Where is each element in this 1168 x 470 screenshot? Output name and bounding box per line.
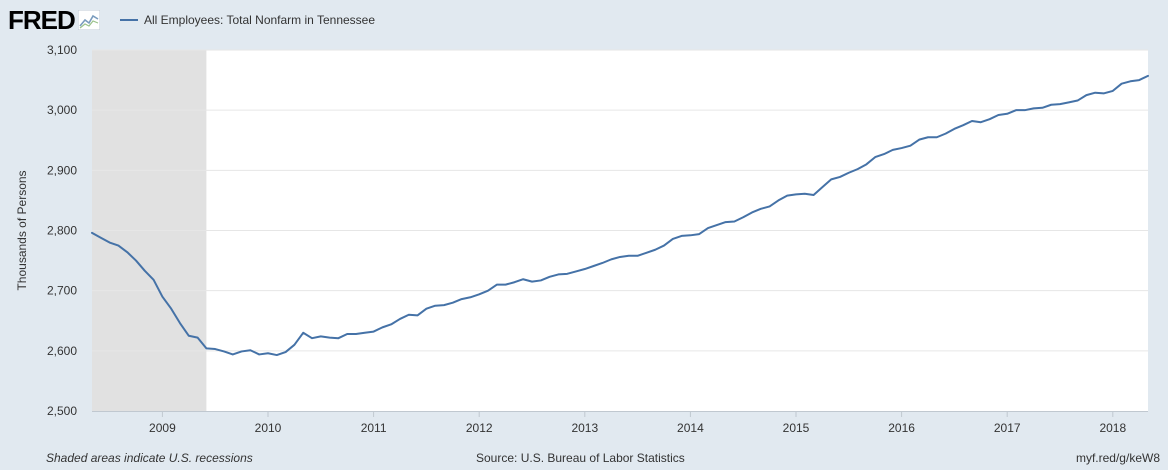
fred-logo-text: FRED: [8, 5, 76, 35]
x-tick-label: 2016: [888, 421, 915, 435]
x-tick-label: 2009: [149, 421, 176, 435]
recession-note: Shaded areas indicate U.S. recessions: [46, 451, 253, 465]
y-axis-label: Thousands of Persons: [15, 170, 29, 290]
y-tick-label: 3,100: [47, 43, 77, 57]
short-link[interactable]: myf.red/g/keW8: [1075, 451, 1160, 465]
x-axis: 2009 2010 2011 2012 2013 2014 2015 2016 2017 2018: [92, 411, 1148, 435]
x-tick-label: 2011: [361, 421, 387, 435]
x-tick-label: 2017: [994, 421, 1021, 435]
x-tick-label: 2018: [1099, 421, 1126, 435]
x-tick-label: 2015: [783, 421, 810, 435]
y-tick-label: 3,000: [47, 103, 77, 117]
x-tick-label: 2013: [571, 421, 598, 435]
legend-label: All Employees: Total Nonfarm in Tennesse…: [144, 13, 376, 27]
legend-swatch: [120, 19, 138, 21]
x-tick-label: 2010: [255, 421, 282, 435]
y-tick-label: 2,700: [47, 284, 77, 298]
y-tick-label: 2,600: [47, 344, 77, 358]
series-layer: [91, 74, 1149, 357]
x-tick-label: 2012: [466, 421, 493, 435]
y-tick-label: 2,800: [47, 224, 77, 238]
source-text: Source: U.S. Bureau of Labor Statistics: [476, 451, 685, 465]
y-axis: 2,500 2,600 2,700 2,800 2,900 3,000 3,100: [47, 43, 77, 418]
fred-chart-icon: [77, 10, 100, 30]
y-tick-label: 2,900: [47, 163, 77, 177]
fred-logo[interactable]: FRED: [8, 5, 100, 35]
chart-legend: All Employees: Total Nonfarm in Tennesse…: [120, 10, 375, 30]
x-tick-label: 2014: [677, 421, 704, 435]
series-line-0: [91, 74, 1149, 357]
y-tick-label: 2,500: [47, 404, 77, 418]
grid-lines: [92, 49, 1148, 352]
